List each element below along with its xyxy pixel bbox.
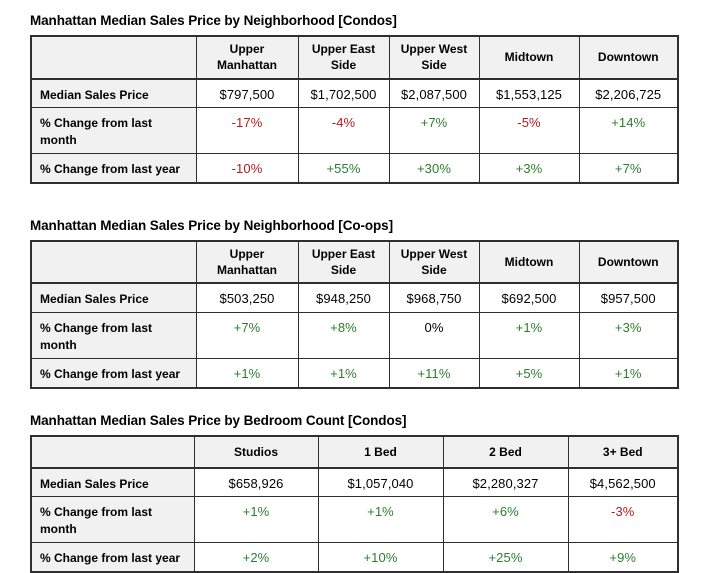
table-row: % Change from last month +7% +8% 0% +1% +3% [30, 312, 679, 359]
column-header: Studios [193, 435, 319, 469]
table-body: Median Sales Price $797,500 $1,702,500 $2,0… [30, 78, 679, 184]
value-cell: +9% [567, 542, 679, 573]
value-cell: +1% [297, 357, 390, 389]
row-label: Median Sales Price [30, 282, 197, 314]
value-cell: +1% [478, 312, 580, 359]
value-cell: 0% [388, 312, 480, 359]
value-cell: +7% [388, 107, 480, 154]
table-row: % Change from last year +1% +1% +11% +5% +1% [30, 357, 679, 389]
header-row: Upper Manhattan Upper East Side Upper West… [30, 240, 679, 285]
column-header: 1 Bed [317, 435, 444, 469]
condos-by-bedroom-table: Studios 1 Bed 2 Bed 3+ Bed Median Sales Pri… [30, 434, 679, 573]
table-header: Studios 1 Bed 2 Bed 3+ Bed [30, 435, 679, 469]
value-cell: +25% [442, 542, 569, 573]
column-header: Upper East Side [297, 35, 390, 80]
value-cell: $968,750 [388, 282, 480, 314]
section-condos-by-neighborhood: Manhattan Median Sales Price by Neighbor… [30, 13, 720, 184]
value-cell: $2,087,500 [388, 78, 480, 109]
column-header: Upper Manhattan [195, 35, 299, 80]
row-label: Median Sales Price [30, 78, 197, 109]
value-cell: $1,057,040 [317, 467, 444, 498]
section-coops-by-neighborhood: Manhattan Median Sales Price by Neighbor… [30, 218, 720, 389]
value-cell: +55% [297, 152, 390, 184]
value-cell: $948,250 [297, 282, 390, 314]
value-cell: +14% [578, 107, 679, 154]
value-cell: +2% [193, 542, 319, 573]
header-row: Studios 1 Bed 2 Bed 3+ Bed [30, 435, 679, 469]
value-cell: $658,926 [193, 467, 319, 498]
corner-cell [30, 435, 195, 469]
table-header: Upper Manhattan Upper East Side Upper West… [30, 35, 679, 80]
coops-by-neighborhood-table: Upper Manhattan Upper East Side Upper West… [30, 239, 679, 389]
value-cell: -4% [297, 107, 390, 154]
column-header: Downtown [578, 240, 679, 285]
value-cell: +1% [578, 357, 679, 389]
column-header: Upper Manhattan [195, 240, 299, 285]
value-cell: +3% [578, 312, 679, 359]
table-row: % Change from last month +1% +1% +6% -3% [30, 496, 679, 544]
value-cell: +3% [478, 152, 580, 184]
condos-by-neighborhood-table: Upper Manhattan Upper East Side Upper West… [30, 35, 679, 184]
value-cell: +5% [478, 357, 580, 389]
value-cell: +30% [388, 152, 480, 184]
value-cell: $2,206,725 [578, 78, 679, 109]
value-cell: -5% [478, 107, 580, 154]
row-label: % Change from last year [30, 357, 197, 389]
value-cell: +11% [388, 357, 480, 389]
value-cell: $957,500 [578, 282, 679, 314]
section-condos-by-bedroom: Manhattan Median Sales Price by Bedroom … [30, 413, 720, 573]
value-cell: $1,702,500 [297, 78, 390, 109]
corner-cell [30, 240, 197, 285]
value-cell: $692,500 [478, 282, 580, 314]
header-row: Upper Manhattan Upper East Side Upper West… [30, 35, 679, 80]
table-row: Median Sales Price $503,250 $948,250 $968,7… [30, 282, 679, 314]
column-header: Upper West Side [388, 35, 480, 80]
value-cell: -3% [567, 496, 679, 544]
column-header: Downtown [578, 35, 679, 80]
column-header: Midtown [478, 35, 580, 80]
value-cell: +1% [193, 496, 319, 544]
table-title: Manhattan Median Sales Price by Bedroom … [30, 412, 407, 428]
row-label: % Change from last month [30, 107, 197, 154]
row-label: % Change from last month [30, 312, 197, 359]
value-cell: +8% [297, 312, 390, 359]
table-body: Median Sales Price $658,926 $1,057,040 $2,2… [30, 467, 679, 573]
table-body: Median Sales Price $503,250 $948,250 $968,7… [30, 282, 679, 389]
value-cell: -17% [195, 107, 299, 154]
value-cell: $797,500 [195, 78, 299, 109]
value-cell: +1% [317, 496, 444, 544]
value-cell: -10% [195, 152, 299, 184]
column-header: 3+ Bed [567, 435, 679, 469]
value-cell: +1% [195, 357, 299, 389]
value-cell: +7% [578, 152, 679, 184]
table-row: % Change from last year -10% +55% +30% +3% +7… [30, 152, 679, 184]
row-label: % Change from last year [30, 152, 197, 184]
table-row: Median Sales Price $658,926 $1,057,040 $2,2… [30, 467, 679, 498]
table-header: Upper Manhattan Upper East Side Upper West… [30, 240, 679, 285]
column-header: Midtown [478, 240, 580, 285]
table-title: Manhattan Median Sales Price by Neighbor… [30, 217, 393, 233]
row-label: Median Sales Price [30, 467, 195, 498]
corner-cell [30, 35, 197, 80]
row-label: % Change from last year [30, 542, 195, 573]
value-cell: $4,562,500 [567, 467, 679, 498]
value-cell: +10% [317, 542, 444, 573]
value-cell: $503,250 [195, 282, 299, 314]
value-cell: +7% [195, 312, 299, 359]
column-header: Upper West Side [388, 240, 480, 285]
table-row: % Change from last year +2% +10% +25% +9% [30, 542, 679, 573]
table-row: Median Sales Price $797,500 $1,702,500 $2,0… [30, 78, 679, 109]
value-cell: $1,553,125 [478, 78, 580, 109]
value-cell: +6% [442, 496, 569, 544]
market-report-page: Manhattan Median Sales Price by Neighbor… [30, 13, 720, 573]
column-header: 2 Bed [442, 435, 569, 469]
table-title: Manhattan Median Sales Price by Neighbor… [30, 13, 397, 28]
row-label: % Change from last month [30, 496, 195, 544]
value-cell: $2,280,327 [442, 467, 569, 498]
column-header: Upper East Side [297, 240, 390, 285]
table-row: % Change from last month -17% -4% +7% -5% +14… [30, 107, 679, 154]
